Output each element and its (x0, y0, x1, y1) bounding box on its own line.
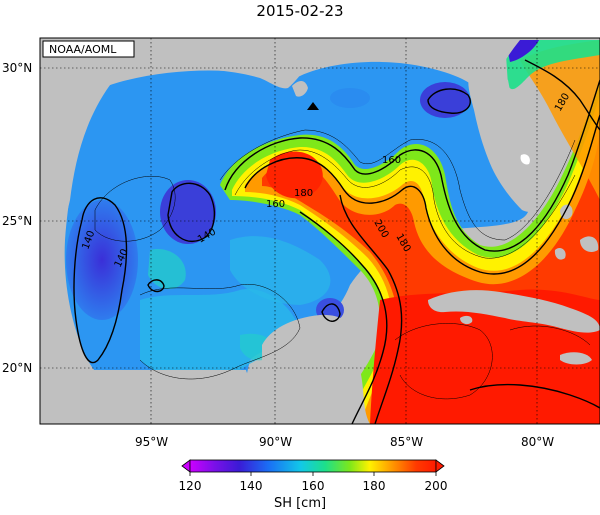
contour-label: 160 (382, 155, 401, 166)
mississippi-delta (292, 81, 308, 97)
warm-core-ring (266, 151, 323, 199)
western-eddy (66, 200, 138, 320)
credit-label: NOAA/AOML (49, 43, 117, 56)
isle-of-youth (460, 315, 473, 325)
contour-180-west (299, 211, 388, 424)
contour-200 (339, 194, 403, 424)
contour-180 (244, 114, 600, 275)
bahamas (554, 204, 599, 260)
lat-label: 20°N (2, 361, 32, 375)
florida-peninsula (468, 72, 540, 213)
lon-label: 90°W (259, 435, 292, 449)
contour-140-west (73, 197, 128, 364)
contour-label: 180 (294, 188, 313, 199)
colorbar-bar (189, 459, 437, 473)
jamaica (560, 352, 592, 365)
atlantic-warm (520, 40, 600, 200)
contour-thin (94, 176, 176, 242)
colorbar-tick: 180 (363, 479, 386, 493)
us-coast (40, 38, 600, 130)
colorbar-label: SH [cm] (273, 496, 327, 511)
cyan-patch (230, 236, 331, 305)
colorbar-high-arrow (435, 459, 445, 473)
colorbar-tick: 140 (240, 479, 263, 493)
lat-label: 30°N (2, 61, 32, 75)
contour-140-small (147, 279, 165, 293)
colorbar-tick: 200 (425, 479, 448, 493)
contour-140-south (321, 303, 341, 322)
contour-200-carib (469, 383, 600, 409)
contour-thin (234, 149, 576, 259)
north-patch (330, 88, 370, 108)
lat-label: 25°N (2, 214, 32, 228)
northeast-eddy (420, 82, 470, 118)
lake-okeechobee (520, 154, 530, 165)
central-eddy (160, 180, 216, 244)
colorbar-low-arrow (181, 459, 191, 473)
contour-thin (394, 323, 493, 400)
cuba (428, 290, 600, 333)
lon-label: 85°W (390, 435, 423, 449)
contour-atlantic (524, 59, 600, 131)
lon-label: 80°W (521, 435, 554, 449)
credit-box (42, 40, 135, 58)
green-patch (148, 249, 186, 290)
contour-140-central (167, 182, 216, 242)
contour-160 (224, 79, 600, 252)
plot-area (40, 38, 600, 424)
colorbar-tick: 160 (302, 479, 325, 493)
map-frame (39, 37, 600, 425)
colorbar: 120 140 160 180 200 (179, 459, 448, 493)
graticule (40, 38, 600, 424)
contour-thin (139, 283, 301, 380)
colorbar-tick: 120 (179, 479, 202, 493)
mexico-south (40, 363, 370, 424)
contour-thin (219, 129, 576, 241)
contour-140-ne (427, 88, 471, 114)
triangle-marker (307, 102, 319, 110)
map-title: 2015-02-23 (256, 2, 344, 20)
lon-label: 95°W (135, 435, 168, 449)
contours (73, 59, 600, 424)
contour-label: 160 (266, 199, 285, 210)
atlantic-shelf (505, 40, 600, 90)
contour-thin (509, 325, 591, 346)
yucatan-peninsula (262, 314, 358, 382)
